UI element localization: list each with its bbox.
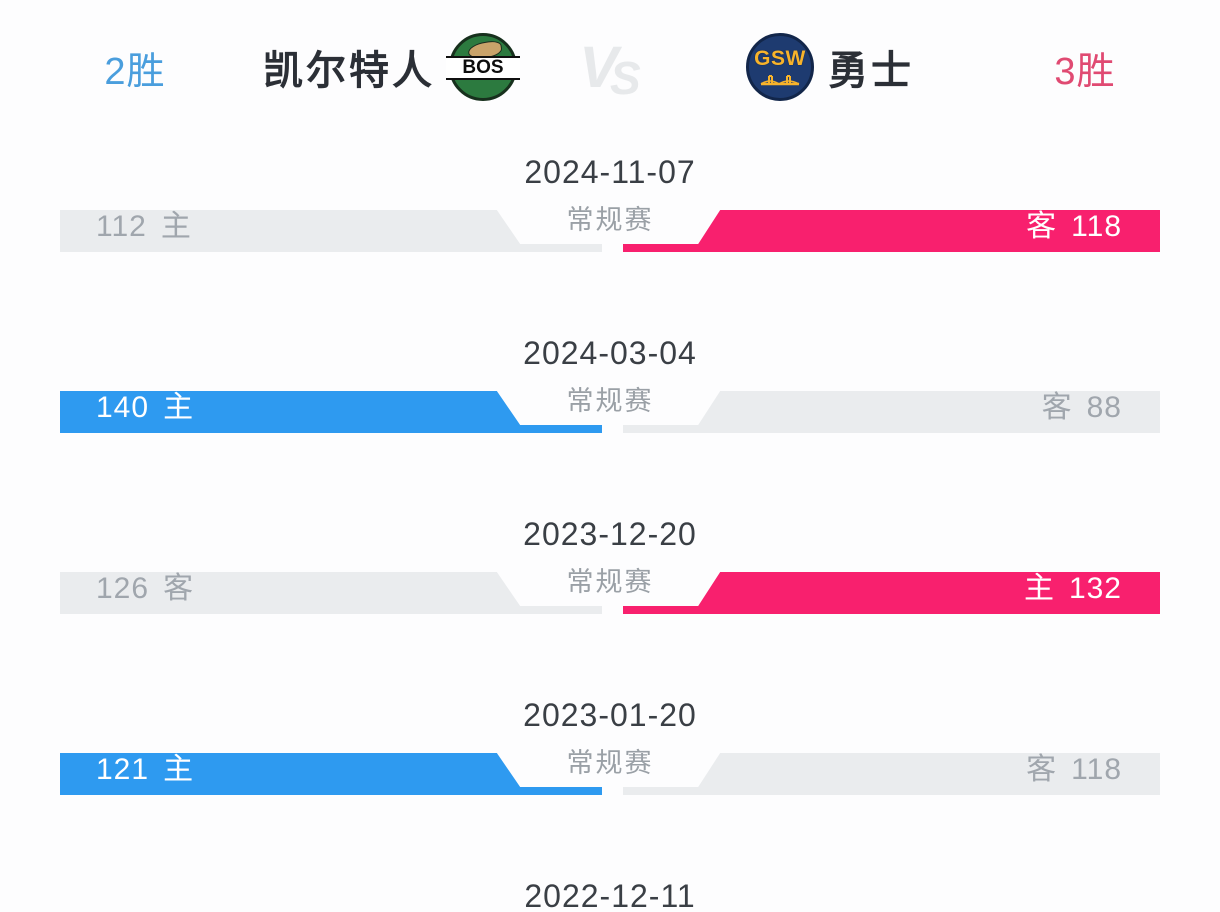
right-score-text: 客 118 — [623, 753, 1160, 787]
left-team-name: 凯尔特人 — [263, 49, 435, 93]
score-bar-row: 121 主 常规赛 客 118 — [60, 748, 1160, 795]
left-venue: 主 — [163, 753, 195, 786]
right-team[interactable]: GSW 勇士 — [650, 33, 1010, 101]
left-score: 112 — [96, 210, 147, 243]
match-row[interactable]: 2022-12-11 — [0, 876, 1220, 912]
right-score-text: 客 88 — [623, 391, 1160, 425]
right-venue: 客 — [1026, 210, 1058, 243]
left-score-bar: 112 主 — [60, 210, 602, 252]
celtics-logo-band: BOS — [446, 56, 520, 80]
match-stage: 常规赛 — [566, 748, 654, 778]
match-date: 2023-12-20 — [523, 516, 697, 552]
match-stage: 常规赛 — [566, 386, 654, 416]
match-stage: 常规赛 — [566, 567, 654, 597]
left-score-bar: 121 主 — [60, 753, 602, 795]
right-score-bar: 主 132 — [623, 572, 1160, 614]
left-venue: 主 — [163, 391, 195, 424]
right-venue: 客 — [1041, 391, 1073, 424]
right-score: 118 — [1071, 753, 1122, 786]
right-score: 118 — [1071, 210, 1122, 243]
head-to-head-list: 2024-11-07 112 主 常规赛 客 118 2024-03-04 140 主 — [0, 152, 1220, 912]
right-team-wins: 3胜 — [1054, 50, 1116, 93]
vs-mark: VS — [570, 34, 650, 104]
left-score-text: 112 主 — [60, 210, 602, 244]
right-venue: 主 — [1023, 572, 1055, 605]
left-score-text: 126 客 — [60, 572, 602, 606]
match-date: 2023-01-20 — [523, 697, 697, 733]
left-team[interactable]: 凯尔特人 BOS — [210, 33, 570, 101]
vs-letter-v: V — [579, 34, 618, 100]
match-date: 2024-03-04 — [523, 335, 697, 371]
left-score-bar: 140 主 — [60, 391, 602, 433]
right-venue: 客 — [1026, 753, 1058, 786]
left-score: 126 — [96, 572, 150, 605]
match-date: 2022-12-11 — [524, 878, 696, 912]
warriors-logo-icon: GSW — [746, 33, 814, 101]
match-row[interactable]: 2024-03-04 140 主 常规赛 客 88 — [0, 333, 1220, 433]
right-score-bar: 客 118 — [623, 210, 1160, 252]
bridge-icon — [760, 75, 800, 86]
celtics-logo-icon: BOS — [446, 33, 520, 101]
match-stage: 常规赛 — [566, 205, 654, 235]
match-row[interactable]: 2023-12-20 126 客 常规赛 主 132 — [0, 514, 1220, 614]
right-score: 88 — [1086, 391, 1122, 424]
right-score-bar: 客 88 — [623, 391, 1160, 433]
matchup-header: 2胜 凯尔特人 BOS VS GSW 勇士 3胜 — [0, 0, 1220, 112]
match-row[interactable]: 2023-01-20 121 主 常规赛 客 118 — [0, 695, 1220, 795]
left-score-bar: 126 客 — [60, 572, 602, 614]
left-team-wins: 2胜 — [104, 50, 166, 93]
left-score-text: 140 主 — [60, 391, 602, 425]
left-score: 121 — [96, 753, 150, 786]
celtics-abbr: BOS — [462, 57, 504, 78]
vs-letter-s: S — [610, 51, 641, 104]
right-score-text: 客 118 — [623, 210, 1160, 244]
left-venue: 主 — [160, 210, 192, 243]
match-date: 2024-11-07 — [524, 154, 696, 190]
right-score-text: 主 132 — [623, 572, 1160, 606]
warriors-abbr: GSW — [754, 47, 806, 70]
right-score-bar: 客 118 — [623, 753, 1160, 795]
score-bar-row: 112 主 常规赛 客 118 — [60, 205, 1160, 252]
match-row[interactable]: 2024-11-07 112 主 常规赛 客 118 — [0, 152, 1220, 252]
right-score: 132 — [1068, 572, 1122, 605]
right-team-name: 勇士 — [828, 49, 914, 93]
left-score-text: 121 主 — [60, 753, 602, 787]
left-venue: 客 — [163, 572, 195, 605]
score-bar-row: 126 客 常规赛 主 132 — [60, 567, 1160, 614]
left-score: 140 — [96, 391, 150, 424]
score-bar-row: 140 主 常规赛 客 88 — [60, 386, 1160, 433]
